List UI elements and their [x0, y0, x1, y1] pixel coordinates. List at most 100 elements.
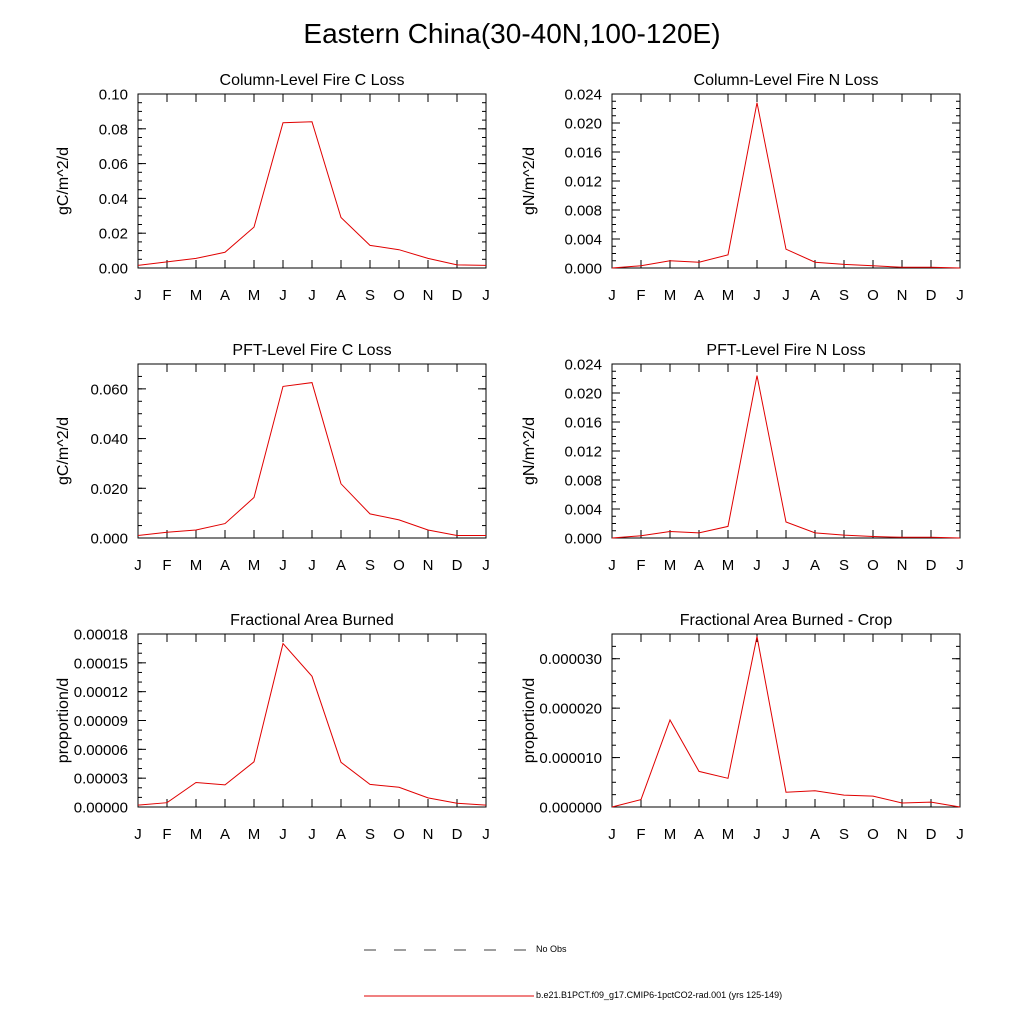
panel-4-x-tick-label: J [753, 557, 761, 574]
panel-1-y-tick-label: 0.02 [99, 226, 128, 243]
panel-1-x-tick-label: J [482, 287, 490, 304]
panel-3-x-tick-label: N [423, 557, 434, 574]
panel-3-x-tick-label: A [220, 557, 230, 574]
panel-6-x-tick-label: J [782, 826, 790, 843]
panel-5-plot-frame [137, 633, 487, 808]
panel-2-title: Column-Level Fire N Loss [694, 72, 879, 89]
panel-4-y-axis-label: gN/m^2/d [521, 417, 538, 485]
panel-6-plot-frame [611, 633, 961, 808]
figure-title: Eastern China(30-40N,100-120E) [303, 18, 721, 49]
panel-2-x-tick-label: M [722, 287, 735, 304]
panel-6-y-axis-label: proportion/d [521, 678, 538, 763]
panel-5-x-tick-label: J [134, 826, 142, 843]
panel-5-y-tick-label: 0.00015 [74, 655, 128, 672]
panel-1-x-tick-label: M [248, 287, 261, 304]
panel-1-y-tick-label: 0.06 [99, 156, 128, 173]
panel-5-y-tick-label: 0.00000 [74, 800, 128, 817]
legend-label-no-obs: No Obs [536, 944, 567, 954]
panel-3-y-tick-label: 0.060 [90, 381, 128, 398]
panel-2-x-tick-label: A [694, 287, 704, 304]
panel-5-x-tick-label: F [162, 826, 171, 843]
panel-6-title: Fractional Area Burned - Crop [680, 612, 893, 629]
panel-5-x-tick-label: M [248, 826, 261, 843]
panel-6-x-tick-label: M [722, 826, 735, 843]
panel-2-y-tick-label: 0.020 [564, 116, 602, 133]
panel-3-x-tick-label: M [248, 557, 261, 574]
panel-1-y-tick-label: 0.10 [99, 87, 128, 104]
panel-2-x-tick-label: O [867, 287, 879, 304]
panel-6-y-tick-label: 0.000020 [539, 701, 602, 718]
panel-5-x-tick-label: J [279, 826, 287, 843]
panel-6-x-tick-label: A [810, 826, 820, 843]
panel-2-x-tick-label: J [753, 287, 761, 304]
panel-3-y-tick-label: 0.020 [90, 481, 128, 498]
panel-3-x-tick-label: J [308, 557, 316, 574]
panel-2-plot-frame [611, 93, 961, 269]
panel-4-x-tick-label: M [722, 557, 735, 574]
panel-1-x-tick-label: D [452, 287, 463, 304]
panel-5-x-tick-label: O [393, 826, 405, 843]
panel-1-x-tick-label: F [162, 287, 171, 304]
panel-5-x-tick-label: S [365, 826, 375, 843]
panel-2-x-tick-label: A [810, 287, 820, 304]
panel-4-y-tick-label: 0.000 [564, 531, 602, 548]
panel-5-series-line [137, 642, 487, 806]
panel-1-x-tick-label: S [365, 287, 375, 304]
legend-entry-model: b.e21.B1PCT.f09_g17.CMIP6-1pctCO2-rad.00… [0, 986, 1024, 1006]
panel-6-x-tick-label: J [956, 826, 964, 843]
panel-4-x-tick-label: S [839, 557, 849, 574]
panel-5-y-tick-label: 0.00009 [74, 713, 128, 730]
panel-1-x-tick-label: A [336, 287, 346, 304]
panel-2-x-tick-label: J [782, 287, 790, 304]
panel-4-y-tick-label: 0.020 [564, 386, 602, 403]
panel-3-x-tick-label: F [162, 557, 171, 574]
panel-1-x-tick-label: J [308, 287, 316, 304]
panel-3-title: PFT-Level Fire C Loss [232, 342, 391, 359]
panel-1-x-tick-label: M [190, 287, 203, 304]
panel-6-x-tick-label: A [694, 826, 704, 843]
panel-5-x-tick-label: D [452, 826, 463, 843]
panel-1-y-tick-label: 0.04 [99, 191, 128, 208]
panel-4-x-tick-label: A [810, 557, 820, 574]
panel-5-x-tick-label: M [190, 826, 203, 843]
panel-5-y-axis-label: proportion/d [55, 678, 72, 763]
panel-6-x-tick-label: J [753, 826, 761, 843]
panel-2-y-tick-label: 0.024 [564, 87, 602, 104]
panel-5-x-tick-label: J [482, 826, 490, 843]
panel-4-y-tick-label: 0.004 [564, 502, 602, 519]
panel-4-x-tick-label: O [867, 557, 879, 574]
panel-2-y-axis-label: gN/m^2/d [521, 147, 538, 215]
panel-6-y-tick-label: 0.000010 [539, 750, 602, 767]
panel-2-x-tick-label: M [664, 287, 677, 304]
panel-3-y-tick-label: 0.040 [90, 431, 128, 448]
panel-4-series-line [611, 375, 961, 539]
panel-4-x-tick-label: M [664, 557, 677, 574]
panel-2-y-tick-label: 0.008 [564, 203, 602, 220]
panel-1-y-tick-label: 0.08 [99, 121, 128, 138]
panel-2-x-tick-label: J [956, 287, 964, 304]
panel-5-x-tick-label: N [423, 826, 434, 843]
panel-5-x-tick-label: A [220, 826, 230, 843]
panel-4-x-tick-label: D [926, 557, 937, 574]
panel-1-x-tick-label: O [393, 287, 405, 304]
panel-6-y-tick-label: 0.000030 [539, 651, 602, 668]
panel-2-x-tick-label: N [897, 287, 908, 304]
panel-6-series-line [611, 636, 961, 808]
panel-6-y-tick-label: 0.000000 [539, 800, 602, 817]
panel-2-series-line [611, 102, 961, 269]
panel-5-y-tick-label: 0.00018 [74, 627, 128, 644]
panel-2-x-tick-label: S [839, 287, 849, 304]
panel-4-y-tick-label: 0.024 [564, 357, 602, 374]
panel-6-x-tick-label: F [636, 826, 645, 843]
panel-5-x-tick-label: J [308, 826, 316, 843]
panel-4-x-tick-label: N [897, 557, 908, 574]
panel-4-x-tick-label: A [694, 557, 704, 574]
panel-4-x-tick-label: J [782, 557, 790, 574]
panel-2-y-tick-label: 0.004 [564, 232, 602, 249]
panel-6-x-tick-label: D [926, 826, 937, 843]
panel-6-x-tick-label: S [839, 826, 849, 843]
panel-5-title: Fractional Area Burned [230, 612, 394, 629]
panel-3-series-line [137, 382, 486, 536]
panel-4-title: PFT-Level Fire N Loss [706, 342, 865, 359]
